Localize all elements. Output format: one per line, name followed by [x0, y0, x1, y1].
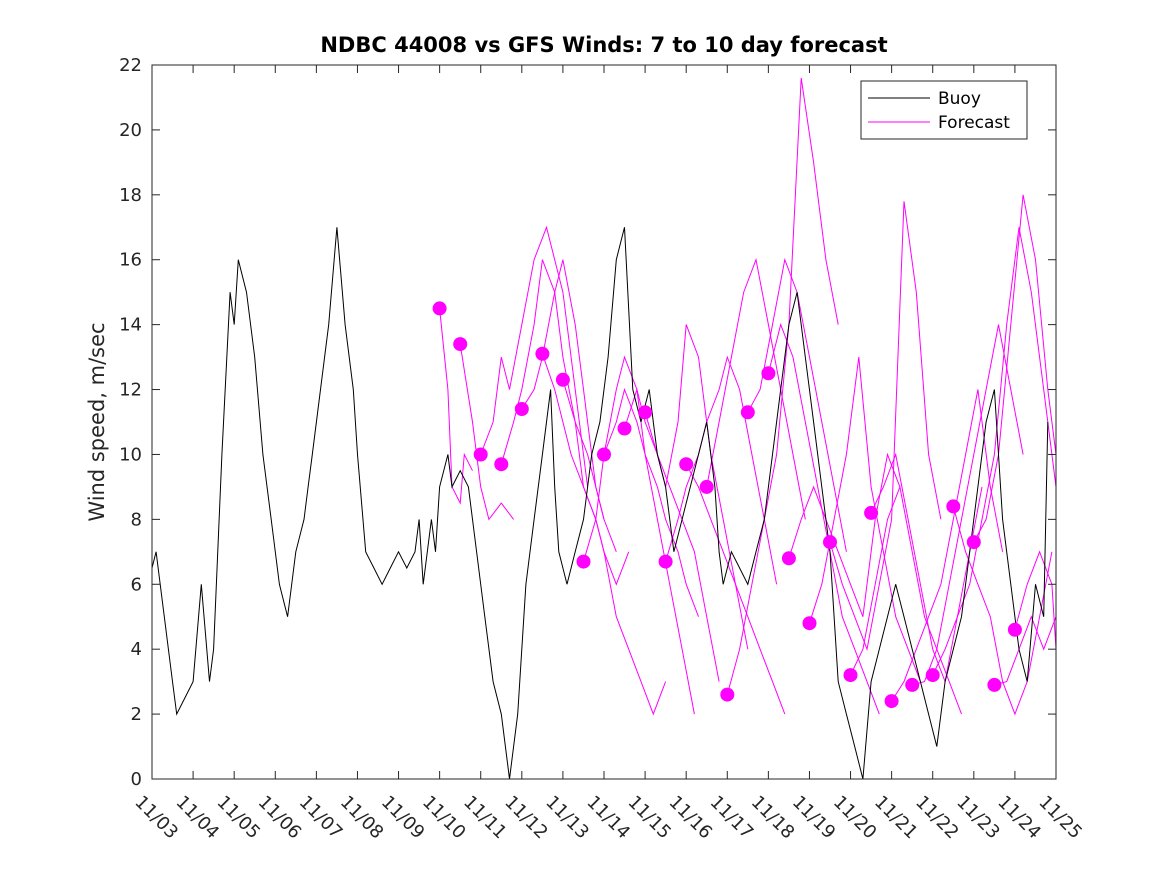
forecast-start-marker-20 — [843, 668, 858, 683]
forecast-run-line-21 — [870, 452, 983, 684]
y-tick-label-9: 18 — [119, 185, 142, 206]
y-tick-label-1: 2 — [131, 704, 142, 725]
forecast-run-line-20 — [850, 485, 962, 715]
forecast-start-marker-28 — [1007, 622, 1022, 637]
forecast-start-marker-13 — [699, 479, 714, 494]
forecast-start-marker-8 — [597, 447, 611, 462]
y-tick-label-5: 10 — [119, 444, 142, 465]
forecast-run-line-25 — [952, 506, 1053, 716]
forecast-run-line-23 — [912, 324, 1024, 686]
forecast-start-marker-11 — [658, 554, 673, 569]
forecast-run-line-8 — [603, 387, 699, 617]
forecast-start-marker-4 — [514, 402, 529, 416]
y-tick-label-10: 20 — [119, 120, 142, 141]
forecast-start-marker-5 — [535, 346, 550, 361]
forecast-run-line-2 — [480, 225, 589, 487]
forecast-start-marker-0 — [432, 301, 447, 316]
forecast-start-marker-26 — [966, 535, 981, 550]
y-tick-label-3: 6 — [131, 574, 142, 595]
forecast-start-marker-7 — [576, 554, 591, 569]
forecast-start-marker-12 — [679, 457, 694, 472]
forecast-start-marker-16 — [761, 366, 776, 381]
forecast-start-marker-19 — [823, 535, 837, 550]
forecast-run-line-24 — [932, 227, 1057, 676]
forecast-start-marker-6 — [555, 372, 570, 387]
forecast-start-marker-10 — [638, 405, 653, 420]
y-tick-label-11: 22 — [119, 55, 142, 76]
forecast-run-line-0 — [439, 308, 473, 505]
forecast-run-line-17 — [788, 452, 901, 617]
y-tick-label-8: 16 — [119, 250, 142, 271]
forecast-start-marker-25 — [946, 499, 961, 514]
forecast-start-marker-27 — [987, 677, 1002, 692]
forecast-run-line-14 — [726, 77, 839, 695]
chart-title: NDBC 44008 vs GFS Winds: 7 to 10 day for… — [320, 33, 887, 57]
series-layer — [151, 77, 1057, 780]
legend-buoy-label: Buoy — [938, 89, 981, 109]
forecast-run-line-18 — [809, 357, 921, 682]
forecast-start-marker-3 — [494, 457, 509, 472]
forecast-start-marker-1 — [453, 337, 468, 352]
forecast-run-line-9 — [624, 387, 720, 682]
forecast-run-line-28 — [1014, 550, 1057, 650]
plot-area — [152, 65, 1056, 779]
forecast-run-line-6 — [562, 379, 667, 716]
forecast-start-marker-18 — [802, 616, 817, 631]
legend-forecast-label: Forecast — [938, 113, 1010, 133]
y-tick-label-2: 4 — [131, 639, 142, 660]
y-tick-label-7: 14 — [119, 315, 142, 336]
forecast-start-marker-9 — [617, 421, 632, 436]
forecast-run-line-19 — [829, 201, 942, 652]
buoy-series-line — [151, 227, 1049, 780]
forecast-run-line-11 — [665, 355, 778, 585]
y-tick-label-0: 0 — [131, 769, 142, 790]
forecast-run-line-4 — [521, 259, 617, 552]
forecast-start-marker-24 — [925, 668, 940, 683]
forecast-start-marker-17 — [781, 551, 796, 566]
forecast-start-marker-15 — [740, 405, 755, 420]
forecast-start-marker-14 — [720, 687, 735, 702]
y-tick-label-4: 8 — [131, 509, 142, 530]
forecast-run-line-26 — [973, 194, 1057, 543]
legend: Buoy Forecast — [860, 80, 1028, 140]
y-tick-label-6: 12 — [119, 380, 142, 401]
forecast-start-marker-21 — [864, 505, 879, 520]
forecast-start-marker-2 — [473, 447, 488, 462]
forecast-run-line-13 — [706, 257, 806, 520]
forecast-run-line-12 — [685, 463, 786, 715]
forecast-start-marker-22 — [884, 694, 899, 709]
forecast-run-line-1 — [459, 344, 514, 521]
forecast-start-marker-23 — [905, 677, 920, 692]
forecast-run-line-27 — [994, 615, 1057, 686]
y-axis-label: Wind speed, m/sec — [85, 322, 109, 521]
legend-box — [860, 80, 1028, 140]
